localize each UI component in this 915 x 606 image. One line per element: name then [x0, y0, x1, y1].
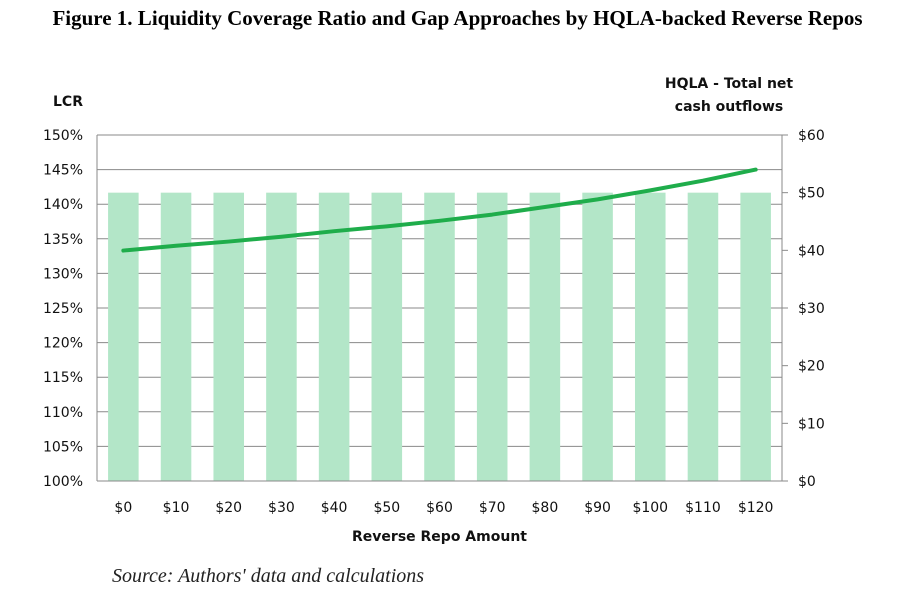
bar	[529, 192, 561, 481]
x-tick-label: $120	[738, 500, 774, 516]
x-tick-label: $30	[268, 500, 295, 516]
left-tick-label: 145%	[43, 163, 83, 179]
x-tick-label: $100	[632, 500, 668, 516]
right-tick-label: $60	[798, 128, 825, 144]
bar	[108, 192, 139, 481]
x-tick-label: $60	[426, 500, 453, 516]
bar	[740, 192, 771, 481]
x-tick-label: $80	[532, 500, 559, 516]
x-tick-label: $70	[479, 500, 506, 516]
left-tick-label: 130%	[43, 266, 83, 282]
right-axis-label: HQLA - Total net	[665, 76, 794, 92]
bar	[318, 192, 350, 481]
left-tick-label: 120%	[43, 336, 83, 352]
left-tick-label: 100%	[43, 474, 83, 490]
right-tick-label: $10	[798, 416, 825, 432]
bar	[687, 192, 719, 481]
x-tick-label: $40	[321, 500, 348, 516]
bar	[476, 192, 508, 481]
x-tick-label: $90	[584, 500, 611, 516]
right-tick-label: $40	[798, 243, 825, 259]
right-tick-label: $20	[798, 359, 825, 375]
left-tick-label: 135%	[43, 232, 83, 248]
left-tick-label: 125%	[43, 301, 83, 317]
x-axis-label: Reverse Repo Amount	[352, 529, 527, 545]
right-axis-label: cash outflows	[675, 99, 783, 115]
left-tick-label: 115%	[43, 370, 83, 386]
bar	[266, 192, 297, 481]
right-tick-label: $50	[798, 186, 825, 202]
bar	[582, 192, 613, 481]
bar	[160, 192, 192, 481]
x-tick-label: $50	[373, 500, 400, 516]
bar	[424, 192, 455, 481]
left-tick-label: 105%	[43, 439, 83, 455]
left-axis-label: LCR	[53, 94, 83, 110]
left-tick-label: 140%	[43, 197, 83, 213]
bar	[371, 192, 403, 481]
left-tick-label: 110%	[43, 405, 83, 421]
source-note: Source: Authors' data and calculations	[112, 565, 425, 587]
right-tick-label: $30	[798, 301, 825, 317]
bar	[213, 192, 245, 481]
x-tick-label: $110	[685, 500, 721, 516]
x-tick-label: $10	[163, 500, 190, 516]
bar	[634, 192, 666, 481]
left-tick-label: 150%	[43, 128, 83, 144]
x-tick-label: $0	[114, 500, 132, 516]
chart-title: Figure 1. Liquidity Coverage Ratio and G…	[52, 6, 863, 30]
x-tick-label: $20	[215, 500, 242, 516]
right-tick-label: $0	[798, 474, 816, 490]
